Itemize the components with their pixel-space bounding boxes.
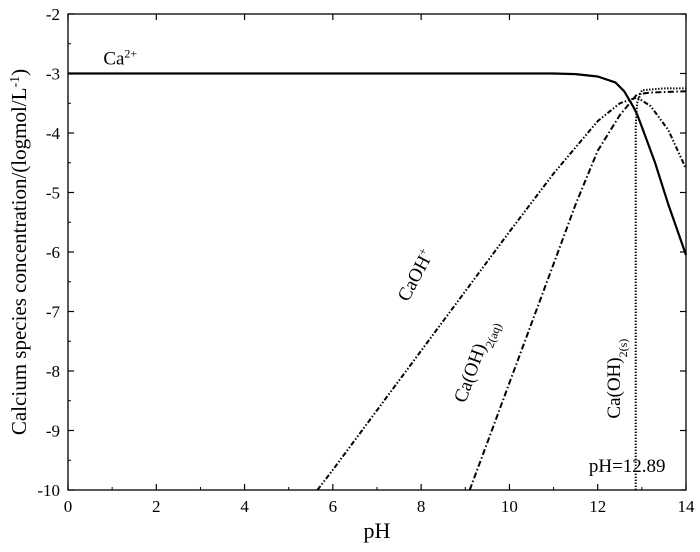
ticks-layer: 0 2 4 6 8 10 12 14 -2 -3 -4 -5 -6 -7 -8 -9 -10 <box>37 5 695 516</box>
x-tick-label: 8 <box>417 497 426 516</box>
x-tick-label: 12 <box>589 497 606 516</box>
annotation-layer: Ca2+CaOH+Ca(OH)2(aq)Ca(OH)2(s)pH=12.89 <box>103 47 665 478</box>
annotation-ph-12-89: pH=12.89 <box>589 456 666 477</box>
annotation-ca-oh-2-aq: Ca(OH)2(aq) <box>450 317 504 407</box>
annotation-main: CaOH <box>394 252 435 305</box>
x-axis-title: pH <box>364 518 391 543</box>
series-line-ca-oh-2-aq <box>468 90 687 491</box>
annotation-subscript: 2(aq) <box>482 321 504 350</box>
plot-frame <box>67 13 687 491</box>
y-axis-title: Calcium species concentration/(logmol/L-… <box>7 69 31 435</box>
x-tick-label: 0 <box>64 497 73 516</box>
y-tick-label: -10 <box>37 481 60 500</box>
y-tick-label: -8 <box>46 362 60 381</box>
y-tick-label: -6 <box>46 243 60 262</box>
series-line-caoh <box>316 96 687 491</box>
annotation-superscript: 2+ <box>124 47 137 61</box>
annotation-main: Ca(OH) <box>450 341 491 406</box>
annotation-ca2: Ca2+ <box>103 47 137 70</box>
annotation-main: pH=12.89 <box>589 456 666 477</box>
plot-layer <box>68 72 688 491</box>
annotation-ca-oh-2-s: Ca(OH)2(s) <box>604 339 630 419</box>
x-tick-label: 14 <box>678 497 696 516</box>
y-tick-label: -9 <box>46 422 60 441</box>
y-tick-label: -2 <box>46 5 60 24</box>
y-tick-label: -5 <box>46 184 60 203</box>
x-tick-label: 6 <box>329 497 338 516</box>
annotation-main: Ca <box>103 49 125 70</box>
y-axis-title-end: ) <box>7 69 31 76</box>
y-tick-label: -7 <box>46 303 61 322</box>
y-axis-title-main: Calcium species concentration/(logmol/L <box>7 88 31 436</box>
x-tick-label: 4 <box>240 497 249 516</box>
series-line-ca-oh-2-s <box>634 87 686 490</box>
annotation-caoh: CaOH+ <box>392 245 438 305</box>
series-line-ca2 <box>68 72 688 256</box>
y-tick-label: -3 <box>46 65 60 84</box>
x-tick-label: 10 <box>501 497 518 516</box>
y-tick-label: -4 <box>46 124 61 143</box>
x-tick-label: 2 <box>152 497 161 516</box>
annotation-main: Ca(OH) <box>604 357 625 418</box>
y-axis-title-sup: -1 <box>8 76 23 88</box>
annotation-subscript: 2(s) <box>616 339 630 358</box>
